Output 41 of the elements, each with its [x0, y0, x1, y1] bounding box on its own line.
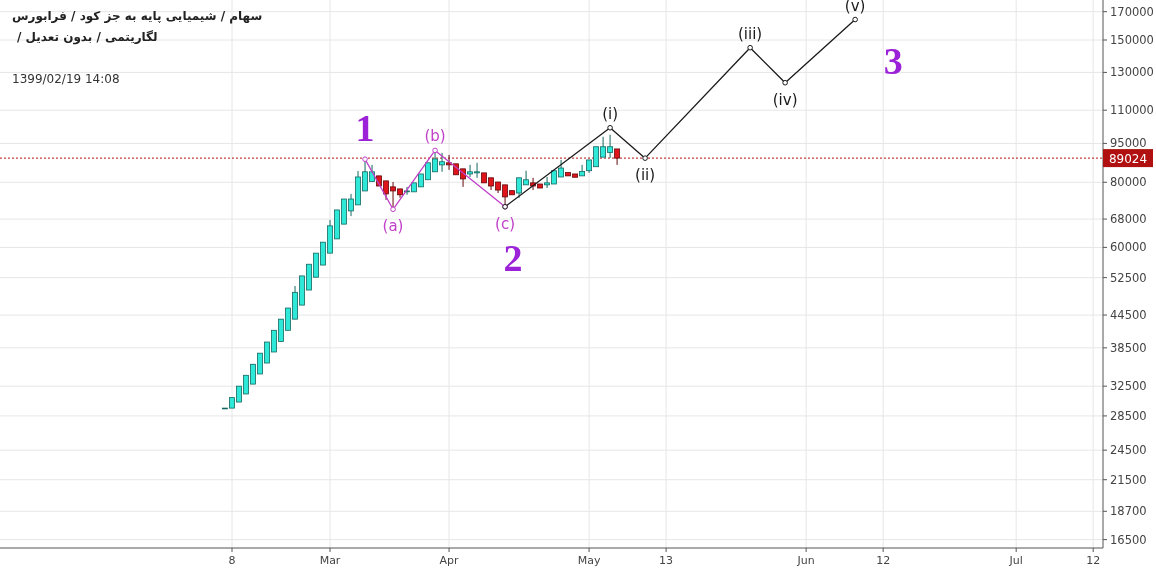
x-tick-label: 12 [1086, 554, 1101, 567]
data-label: (iii) [738, 24, 763, 43]
data-label: (ii) [635, 166, 656, 185]
data-label: (b) [424, 127, 446, 146]
y-tick-label: 150000 [1110, 33, 1154, 48]
annotation: 3 [883, 39, 903, 82]
x-tick-label: Jul [1008, 554, 1023, 567]
x-tick-label: May [577, 554, 601, 567]
y-tick-label: 18700 [1110, 504, 1147, 519]
y-tick-label: 32500 [1110, 379, 1147, 394]
y-tick-label: 110000 [1110, 103, 1154, 118]
data-label: (iv) [772, 90, 798, 109]
x-tick-label: 13 [659, 554, 674, 567]
data-label: (a) [382, 217, 404, 236]
y-tick-label: 28500 [1110, 408, 1147, 423]
x-tick-label: Jun [796, 554, 815, 567]
y-tick-label: 21500 [1110, 472, 1147, 487]
y-tick-label: 95000 [1110, 136, 1147, 151]
x-tick-label: 12 [876, 554, 891, 567]
annotation: 1 [355, 107, 375, 150]
data-label: (v) [844, 0, 866, 15]
text: 1399/02/19 14:08 [12, 72, 120, 86]
ref-line-label: 89024 [1108, 151, 1148, 166]
y-tick-label: 80000 [1110, 175, 1147, 190]
y-tick-label: 24500 [1110, 443, 1147, 458]
data-label: (i) [602, 104, 619, 123]
data-label: (c) [495, 214, 516, 233]
y-tick-label: 38500 [1110, 340, 1147, 355]
y-tick-label: 44500 [1110, 308, 1147, 323]
text: سهام / شیمیایی پایه به جز کود / فرابورس [12, 9, 263, 24]
y-tick-label: 52500 [1110, 270, 1147, 285]
y-tick-label: 16500 [1110, 532, 1147, 547]
x-tick-label: 8 [228, 554, 236, 567]
y-tick-label: 170000 [1110, 4, 1154, 19]
annotation: 2 [503, 236, 523, 279]
x-tick-label: Mar [319, 554, 341, 567]
y-tick-label: 130000 [1110, 65, 1154, 80]
text: لگاریتمی / بدون تعدیل / [17, 30, 158, 45]
x-tick-label: Apr [439, 554, 460, 567]
y-tick-label: 60000 [1110, 240, 1147, 255]
y-tick-label: 68000 [1110, 212, 1147, 227]
